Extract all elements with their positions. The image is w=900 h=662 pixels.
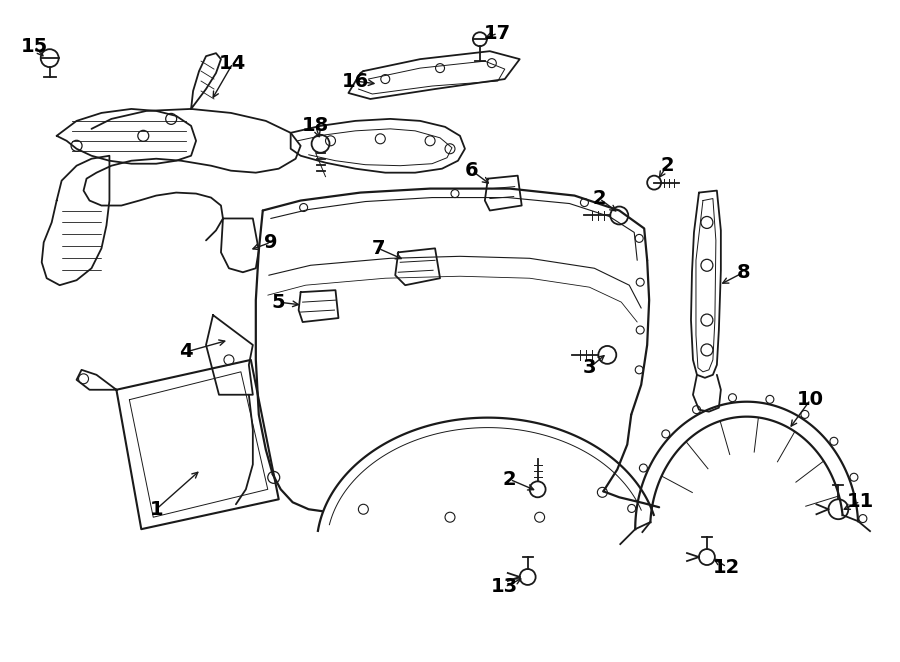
Text: 2: 2	[661, 156, 674, 175]
Text: 8: 8	[737, 263, 751, 282]
Text: 7: 7	[372, 239, 385, 258]
Text: 14: 14	[220, 54, 247, 73]
Text: 2: 2	[503, 470, 517, 489]
Text: 11: 11	[847, 492, 874, 511]
Text: 10: 10	[797, 390, 824, 409]
Text: 16: 16	[342, 71, 369, 91]
Text: 9: 9	[264, 233, 277, 252]
Text: 18: 18	[302, 117, 329, 135]
Text: 15: 15	[21, 36, 49, 56]
Text: 5: 5	[272, 293, 285, 312]
Text: 4: 4	[179, 342, 193, 361]
Text: 1: 1	[149, 500, 163, 519]
Text: 17: 17	[484, 24, 511, 43]
Text: 3: 3	[582, 358, 596, 377]
Text: 12: 12	[713, 557, 741, 577]
Text: 6: 6	[465, 161, 479, 180]
Text: 2: 2	[592, 189, 607, 208]
Text: 13: 13	[491, 577, 518, 596]
